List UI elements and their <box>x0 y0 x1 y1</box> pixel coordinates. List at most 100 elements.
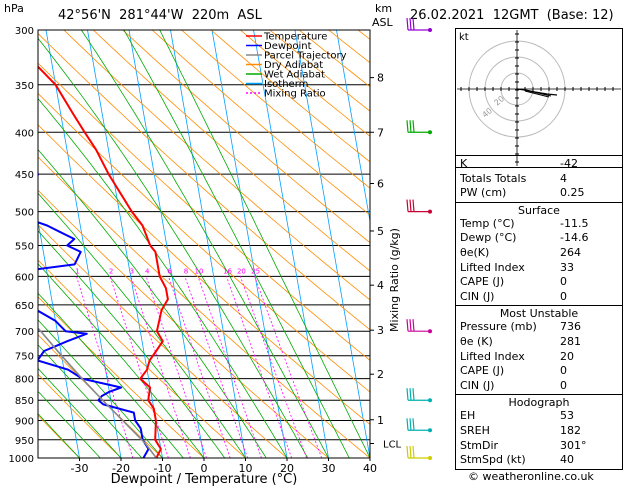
index-label: Lifted Index <box>460 349 525 363</box>
index-label: CIN (J) <box>460 378 495 392</box>
hodograph-kt-label: kt <box>459 32 469 43</box>
index-value: 0 <box>560 275 567 289</box>
index-label: StmSpd (kt) <box>460 453 526 467</box>
mixing-ratio-label: 6 <box>167 267 172 275</box>
wet-adiabat-line <box>80 30 329 458</box>
x-tick-label: 0 <box>201 462 208 475</box>
lcl-label: LCL <box>383 439 402 450</box>
pressure-tick-label: 400 <box>15 128 34 139</box>
mixing-ratio-label: 25 <box>251 267 260 275</box>
index-label: K <box>460 157 468 170</box>
wet-adiabat-line <box>38 37 309 458</box>
pressure-tick-label: 800 <box>15 375 34 386</box>
isotherm-line <box>128 30 205 458</box>
mixing-ratio-line <box>76 276 134 458</box>
wind-barb <box>406 319 432 334</box>
dry-adiabat-line <box>151 30 370 216</box>
dry-adiabat-line <box>181 30 370 189</box>
isotherm-line <box>38 218 80 458</box>
pressure-tick-label: 500 <box>15 208 34 219</box>
isotherm-line <box>294 30 370 458</box>
km-tick-label: 6 <box>377 177 384 190</box>
hodograph-frame <box>455 28 623 168</box>
index-value: 0 <box>560 289 567 303</box>
mixing-ratio-line <box>254 276 323 458</box>
mixing-ratio-line <box>168 276 231 458</box>
pressure-tick-label: 850 <box>15 396 34 407</box>
pressure-tick-label: 700 <box>15 327 34 338</box>
index-value: 301° <box>560 438 587 452</box>
index-row: Lifted Index 33 <box>460 261 618 276</box>
hodograph-title: Hodograph <box>508 396 570 410</box>
index-row: SREH 182 <box>460 424 618 439</box>
dry-adiabat-line <box>38 223 288 458</box>
index-label: SREH <box>460 423 490 437</box>
legend-label: Dewpoint <box>264 41 312 52</box>
legend-label: Parcel Trajectory <box>264 51 347 62</box>
pressure-tick-label: 300 <box>15 26 34 37</box>
indices-top-box: K -42 Totals Totals 4 PW (cm) 0.25 <box>455 155 623 203</box>
mixing-ratio-line <box>145 276 207 458</box>
index-value: 53 <box>560 409 574 423</box>
x-axis-title: Dewpoint / Temperature (°C) <box>111 472 298 486</box>
wind-barb <box>406 388 432 403</box>
isotherm-line <box>45 30 122 458</box>
km-tick-label: 4 <box>377 279 384 292</box>
dry-adiabat-line <box>38 296 205 458</box>
wet-adiabat-line <box>38 230 226 458</box>
pressure-tick-label: 900 <box>15 417 34 428</box>
index-row: EH 53 <box>460 409 618 424</box>
mixing-ratio-label: 1 <box>75 267 79 275</box>
wet-adiabat-line <box>38 344 143 458</box>
hodograph-trace <box>520 88 552 98</box>
index-value: -11.5 <box>560 216 589 230</box>
index-label: Lifted Index <box>460 260 525 274</box>
mixing-ratio-label: 16 <box>223 267 232 275</box>
x-tick-label: 10 <box>239 462 253 475</box>
km-label: km <box>375 2 393 15</box>
index-label: Totals Totals <box>460 171 527 185</box>
index-value: 4 <box>560 171 567 185</box>
pressure-tick-label: 650 <box>15 301 34 312</box>
datetime-title: 26.02.2021 12GMT (Base: 12) <box>410 8 614 23</box>
index-row: StmDir 301° <box>460 439 618 454</box>
isotherm-line <box>211 30 288 458</box>
index-value: 736 <box>560 320 581 334</box>
index-value: 40 <box>560 453 574 467</box>
wet-adiabat-line <box>38 148 267 458</box>
pressure-tick-label: 450 <box>15 170 34 181</box>
index-row: Lifted Index 20 <box>460 350 618 365</box>
series-dewpoint-line <box>38 172 150 458</box>
mixing-ratio-line <box>109 276 169 458</box>
index-row: θe(K) 264 <box>460 246 618 261</box>
index-row: θe (K) 281 <box>460 335 618 350</box>
km-tick-label: 7 <box>377 126 384 139</box>
index-label: EH <box>460 409 476 423</box>
wet-adiabat-line <box>159 30 370 458</box>
index-value: -14.6 <box>560 231 589 245</box>
mixing-ratio-label: 8 <box>184 267 188 275</box>
wet-adiabat-line <box>38 263 205 458</box>
legend-label: Mixing Ratio <box>264 89 326 100</box>
pressure-tick-label: 750 <box>15 352 34 363</box>
dry-adiabat-line <box>122 30 370 244</box>
legend-label: Dry Adiabat <box>264 60 323 71</box>
most-unstable-box: Most Unstable Pressure (mb) 736 θe (K) 281 L… <box>455 306 623 396</box>
x-tick-label: 20 <box>280 462 294 475</box>
dry-adiabat-line <box>93 30 370 272</box>
pressure-tick-label: 600 <box>15 272 34 283</box>
dry-adiabat-line <box>38 92 370 393</box>
hodograph-box: Hodograph EH 53 SREH 182 StmDir 301° StmSpd (k… <box>455 395 623 470</box>
dry-adiabat-line <box>38 32 370 331</box>
mixing-ratio-line <box>184 276 248 458</box>
km-tick-label: 2 <box>377 368 384 381</box>
index-value: -42 <box>560 157 578 170</box>
legend-label: Isotherm <box>264 79 308 90</box>
surface-title: Surface <box>518 203 560 217</box>
series-temperature-line <box>38 65 169 458</box>
index-value: 0 <box>560 378 567 392</box>
mixing-ratio-line <box>130 276 191 458</box>
wet-adiabat-line <box>123 30 350 458</box>
wet-adiabat-line <box>38 292 184 458</box>
